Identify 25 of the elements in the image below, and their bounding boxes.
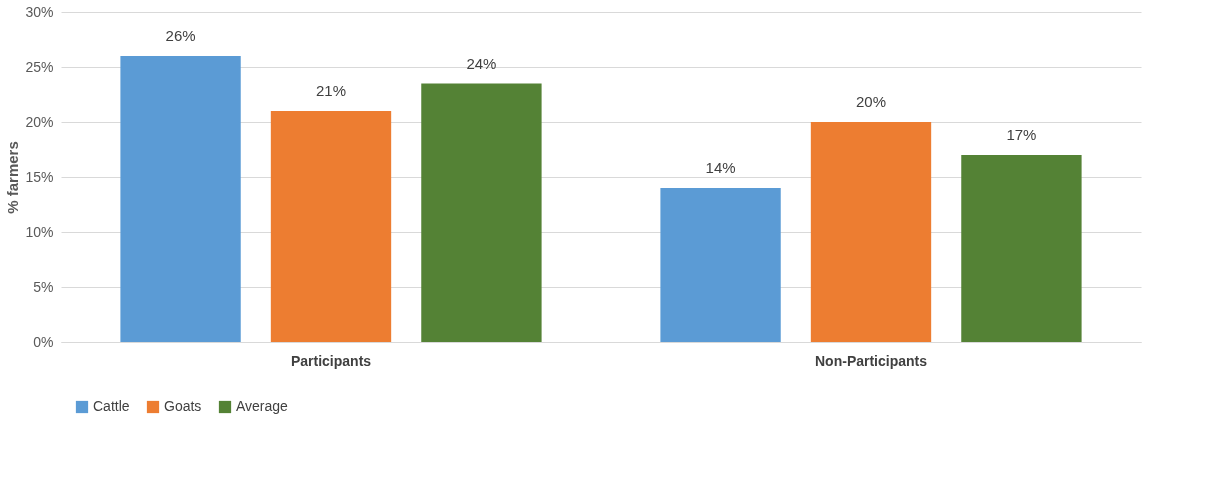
bar bbox=[421, 83, 542, 342]
y-tick-label: 10% bbox=[25, 223, 54, 240]
data-label: 17% bbox=[1006, 126, 1037, 143]
y-tick-label: 25% bbox=[25, 58, 54, 75]
data-label: 24% bbox=[466, 54, 497, 72]
bar bbox=[961, 155, 1082, 342]
y-tick-label: 20% bbox=[25, 113, 54, 130]
y-tick-label: 0% bbox=[33, 333, 54, 350]
bar bbox=[270, 111, 392, 342]
data-label: 20% bbox=[855, 93, 887, 110]
y-tick-label: 5% bbox=[33, 278, 54, 295]
bar bbox=[660, 188, 781, 342]
y-tick-label: 15% bbox=[25, 168, 54, 185]
x-tick-label: Non-Participants bbox=[814, 352, 928, 369]
data-label: 26% bbox=[165, 27, 196, 44]
y-axis-title: % farmers bbox=[4, 141, 22, 214]
bar bbox=[120, 56, 241, 342]
y-tick-label: 30% bbox=[25, 3, 54, 20]
bar bbox=[810, 122, 932, 342]
data-label: 14% bbox=[705, 159, 736, 176]
legend-label: Goats bbox=[164, 398, 202, 414]
data-label: 21% bbox=[315, 82, 347, 99]
legend-label: Cattle bbox=[93, 398, 130, 414]
x-tick-label: Participants bbox=[290, 352, 372, 369]
legend-label: Average bbox=[236, 398, 289, 414]
